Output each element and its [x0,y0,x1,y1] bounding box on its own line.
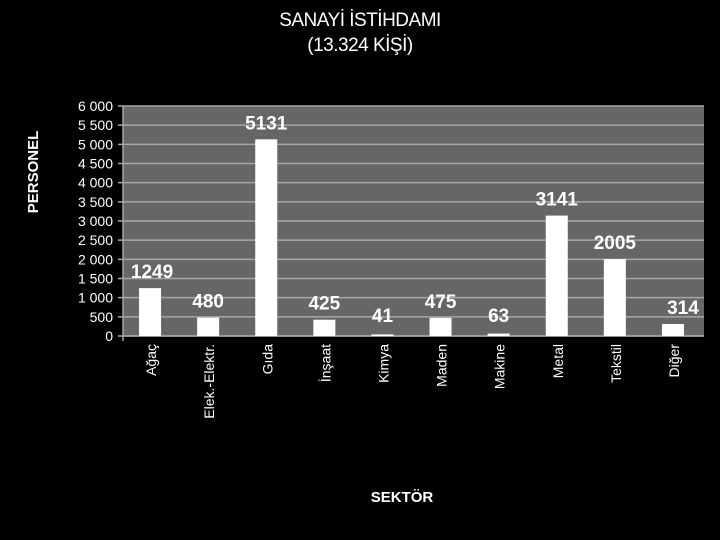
data-labels: 1249 480 5131 425 41 475 63 3141 2005 314 [131,113,699,327]
y-tick-label: 0 [105,328,113,344]
bars [139,139,684,336]
y-tick-label: 1 000 [78,290,113,306]
chart-subtitle: (13.324 KİŞİ) [307,35,413,56]
y-axis-title: PERSONEL [25,131,42,214]
y-tick-label: 5 000 [78,136,113,152]
bar [661,323,684,336]
bar [197,317,220,336]
y-tick-label: 2 000 [78,251,113,267]
data-label: 1249 [131,262,173,283]
y-tick-label: 500 [90,309,114,325]
y-tick-label: 2 500 [78,232,113,248]
data-label: 475 [425,292,457,313]
x-axis-title: SEKTÖR [371,489,434,506]
x-axis-categories: Ağaç Elek.-Elektr. Gıda İnşaat Kimya Maden Mak… [143,344,682,419]
category-label: Gıda [259,344,275,375]
bar [371,334,394,336]
data-label: 2005 [594,233,637,254]
y-tick-label: 4 500 [78,156,113,172]
y-tick-label: 6 000 [78,98,113,114]
y-tick-label: 3 000 [78,213,113,229]
data-label: 41 [372,306,394,327]
category-label: Diğer [666,344,682,378]
category-label: Maden [434,344,450,387]
category-label: Elek.-Elektr. [201,344,217,419]
chart-title: SANAYİ İSTİHDAMI [279,10,441,31]
category-label: Tekstil [608,344,624,383]
category-label: Makine [492,344,508,389]
data-label: 63 [488,306,509,327]
y-tick-label: 4 000 [78,175,113,191]
data-label: 314 [667,298,699,319]
bar [487,333,510,336]
y-axis-ticks: 0 500 1 000 1 500 2 000 2 500 3 000 3 500 4 000 4… [78,98,113,344]
bar [313,319,336,336]
bar [545,215,568,336]
category-label: Kimya [375,344,391,383]
category-label: Metal [550,344,566,378]
data-label: 5131 [245,113,288,134]
data-label: 480 [192,292,224,313]
y-tick-label: 1 500 [78,271,113,287]
bar [429,317,452,336]
data-label: 3141 [536,190,579,211]
bar [603,259,626,336]
y-tick-label: 5 500 [78,117,113,133]
data-label: 425 [308,294,340,315]
y-tick-label: 3 500 [78,194,113,210]
bar [139,288,162,336]
chart-title-block: SANAYİ İSTİHDAMI (13.324 KİŞİ) [0,8,720,58]
category-label: İnşaat [316,344,333,382]
category-label: Ağaç [143,344,159,376]
bar [255,139,278,336]
